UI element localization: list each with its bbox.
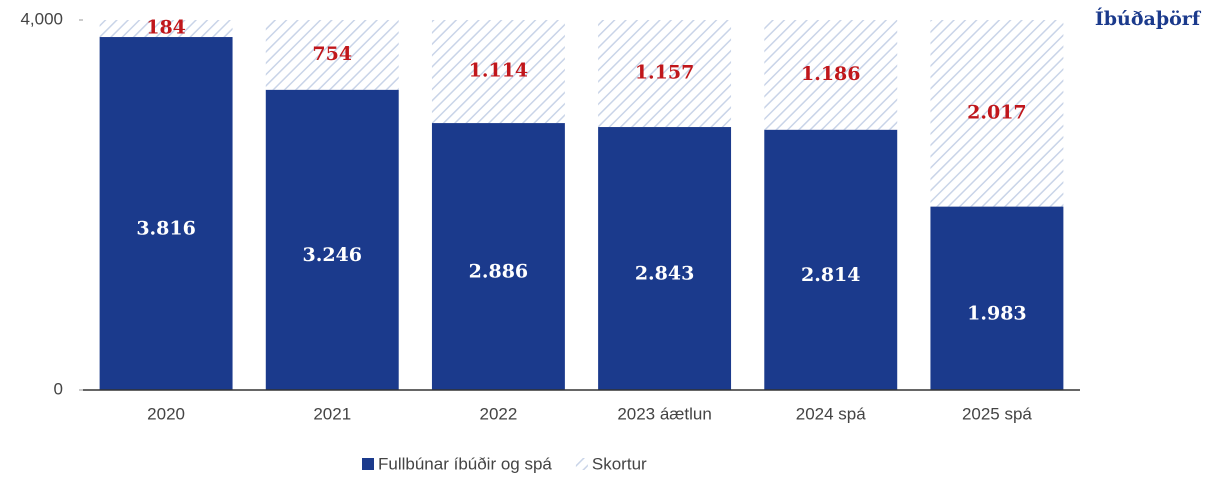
data-label: 754 bbox=[312, 43, 352, 65]
bar-segment bbox=[99, 37, 233, 391]
data-label: 2.814 bbox=[801, 264, 861, 286]
x-tick-label: 2020 bbox=[147, 404, 185, 423]
y-tick-label: 4,000 bbox=[20, 9, 63, 28]
bar-segment bbox=[930, 20, 1064, 207]
bar-segment bbox=[431, 20, 565, 124]
bar-segment bbox=[930, 206, 1064, 390]
bar-segment bbox=[764, 129, 898, 390]
bar-segment bbox=[598, 127, 732, 391]
y-tick-label: 0 bbox=[54, 379, 63, 398]
legend-swatch bbox=[362, 458, 374, 470]
bar-segment bbox=[431, 123, 565, 391]
bar-segment bbox=[598, 20, 732, 128]
bar-segment bbox=[764, 20, 898, 130]
legend-swatch bbox=[575, 458, 588, 470]
data-label: 2.017 bbox=[967, 101, 1027, 123]
bar-segment bbox=[99, 20, 233, 38]
data-label: 2.886 bbox=[469, 261, 529, 283]
data-label: 1.186 bbox=[801, 63, 861, 85]
x-tick-label: 2025 spá bbox=[962, 404, 1032, 423]
data-label: 3.246 bbox=[303, 244, 363, 266]
bar-segment bbox=[265, 20, 399, 90]
legend-label: Fullbúnar íbúðir og spá bbox=[378, 454, 552, 473]
data-label: 1.983 bbox=[967, 302, 1027, 324]
data-label: 2.843 bbox=[635, 263, 695, 285]
data-label: 1.157 bbox=[635, 62, 695, 84]
data-label: 184 bbox=[146, 17, 186, 39]
legend-label: Skortur bbox=[592, 454, 647, 473]
x-tick-label: 2023 áætlun bbox=[617, 404, 712, 423]
bar-segment bbox=[265, 89, 399, 391]
x-tick-label: 2022 bbox=[480, 404, 518, 423]
annotation: Íbúðaþörf bbox=[1095, 7, 1202, 30]
data-label: 1.114 bbox=[469, 60, 529, 82]
x-tick-label: 2024 spá bbox=[796, 404, 866, 423]
x-tick-label: 2021 bbox=[313, 404, 351, 423]
data-label: 3.816 bbox=[136, 218, 196, 240]
